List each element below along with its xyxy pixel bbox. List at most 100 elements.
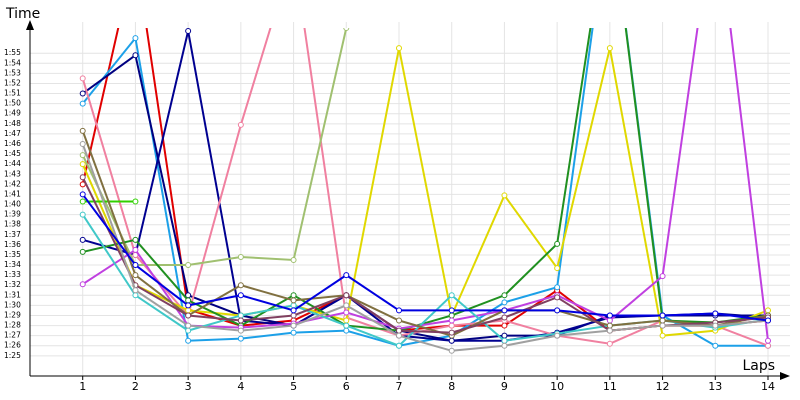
point-marker <box>712 310 719 317</box>
point-marker <box>290 292 297 299</box>
point-marker <box>185 297 192 304</box>
point-marker <box>132 292 139 299</box>
point-marker <box>185 302 192 309</box>
point-marker <box>290 322 297 329</box>
y-tick-label: 1:30 <box>4 300 21 309</box>
point-marker <box>79 127 86 134</box>
point-marker <box>554 265 561 272</box>
point-marker <box>290 307 297 314</box>
point-marker <box>185 307 192 314</box>
point-marker <box>290 329 297 336</box>
point-marker <box>606 340 613 347</box>
point-marker <box>659 273 666 280</box>
point-marker <box>606 312 613 319</box>
y-tick-label: 1:39 <box>4 210 21 219</box>
x-tick-label: 11 <box>603 380 617 393</box>
point-marker <box>554 284 561 291</box>
point-marker <box>448 312 455 319</box>
y-tick-label: 1:41 <box>4 189 21 198</box>
point-marker <box>343 302 350 309</box>
point-marker <box>448 317 455 324</box>
x-tick-label: 9 <box>501 380 508 393</box>
x-tick-label: 4 <box>237 380 244 393</box>
point-marker <box>237 327 244 334</box>
x-tick-label: 5 <box>290 380 297 393</box>
point-marker <box>765 337 771 344</box>
point-marker <box>448 337 455 344</box>
series-line <box>81 130 769 337</box>
y-tick-label: 1:51 <box>4 89 21 98</box>
y-tick-label: 1:49 <box>4 109 21 118</box>
point-marker <box>396 342 402 349</box>
y-tick-label: 1:29 <box>4 310 21 319</box>
point-marker <box>132 287 139 294</box>
point-marker <box>237 317 244 324</box>
y-tick-label: 1:45 <box>4 149 21 158</box>
point-marker <box>343 317 350 324</box>
point-marker <box>606 322 613 329</box>
y-axis-arrow <box>26 20 34 30</box>
point-marker <box>659 317 666 324</box>
point-marker <box>237 253 244 260</box>
point-marker <box>290 256 297 263</box>
point-marker <box>448 329 455 336</box>
plot-area <box>79 28 771 354</box>
point-marker <box>79 191 86 198</box>
point-marker <box>554 294 561 301</box>
point-marker <box>606 327 613 334</box>
point-marker <box>606 317 613 324</box>
point-marker <box>448 347 455 354</box>
x-tick-label: 3 <box>185 380 192 393</box>
point-marker <box>290 302 297 309</box>
point-marker <box>79 90 86 97</box>
point-marker <box>501 337 508 344</box>
series-line <box>81 143 769 352</box>
y-tick-label: 1:48 <box>4 119 21 128</box>
point-marker <box>79 211 86 218</box>
point-marker <box>237 282 244 289</box>
x-tick-label: 12 <box>656 380 670 393</box>
y-tick-label: 1:36 <box>4 240 21 249</box>
point-marker <box>79 100 86 107</box>
point-marker <box>448 322 455 329</box>
y-tick-label: 1:26 <box>4 341 21 350</box>
y-axis-title: Time <box>5 6 40 22</box>
y-tick-label: 1:27 <box>4 331 21 340</box>
point-marker <box>79 152 86 159</box>
y-tick-label: 1:33 <box>4 270 21 279</box>
point-marker <box>396 317 402 324</box>
point-marker <box>343 309 350 316</box>
y-tick-label: 1:34 <box>4 260 21 269</box>
y-tick-label: 1:40 <box>4 200 21 209</box>
point-marker <box>79 140 86 147</box>
y-tick-label: 1:47 <box>4 129 21 138</box>
point-marker <box>132 198 139 205</box>
point-marker <box>343 28 350 31</box>
y-tick-label: 1:53 <box>4 68 21 77</box>
y-tick-label: 1:50 <box>4 99 21 108</box>
point-marker <box>79 236 86 243</box>
y-tick-label: 1:55 <box>4 48 21 57</box>
point-marker <box>343 272 350 279</box>
point-marker <box>659 332 666 339</box>
point-marker <box>132 52 139 59</box>
point-marker <box>79 174 86 181</box>
point-marker <box>79 75 86 82</box>
y-tick-label: 1:32 <box>4 280 21 289</box>
y-tick-label: 1:25 <box>4 351 21 360</box>
point-marker <box>396 45 402 52</box>
x-tick-label: 1 <box>79 380 86 393</box>
point-marker <box>448 307 455 314</box>
point-marker <box>185 327 192 334</box>
x-axis-arrow <box>780 372 790 380</box>
point-marker <box>606 45 613 52</box>
point-marker <box>501 292 508 299</box>
point-marker <box>501 332 508 339</box>
point-marker <box>712 322 719 329</box>
x-tick-label: 2 <box>132 380 139 393</box>
series-line <box>81 28 348 267</box>
point-marker <box>185 337 192 344</box>
y-tick-label: 1:28 <box>4 321 21 330</box>
point-marker <box>343 327 350 334</box>
